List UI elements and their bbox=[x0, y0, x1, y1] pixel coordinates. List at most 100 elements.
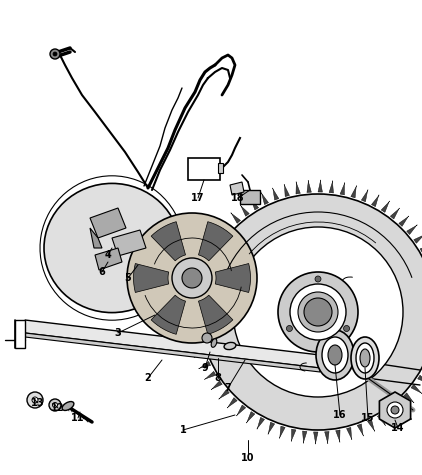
Circle shape bbox=[298, 292, 338, 332]
Text: 12: 12 bbox=[51, 403, 65, 413]
Polygon shape bbox=[201, 251, 213, 258]
Polygon shape bbox=[395, 401, 405, 411]
Circle shape bbox=[233, 227, 403, 397]
Polygon shape bbox=[361, 190, 368, 202]
Polygon shape bbox=[112, 230, 146, 256]
Polygon shape bbox=[151, 295, 186, 334]
Circle shape bbox=[27, 392, 43, 408]
Circle shape bbox=[202, 333, 212, 343]
Polygon shape bbox=[199, 361, 211, 369]
Polygon shape bbox=[90, 228, 102, 248]
Polygon shape bbox=[368, 419, 375, 431]
Polygon shape bbox=[187, 319, 198, 323]
Polygon shape bbox=[414, 234, 422, 243]
Polygon shape bbox=[250, 199, 259, 210]
Polygon shape bbox=[379, 392, 411, 428]
Circle shape bbox=[49, 399, 61, 411]
Polygon shape bbox=[15, 320, 25, 348]
Circle shape bbox=[391, 406, 399, 414]
Polygon shape bbox=[151, 222, 186, 261]
Ellipse shape bbox=[356, 343, 374, 373]
Polygon shape bbox=[219, 390, 229, 399]
Circle shape bbox=[172, 258, 212, 298]
Polygon shape bbox=[25, 333, 320, 372]
Polygon shape bbox=[303, 431, 307, 443]
Circle shape bbox=[53, 52, 57, 56]
Polygon shape bbox=[381, 201, 390, 212]
Polygon shape bbox=[192, 273, 204, 279]
Polygon shape bbox=[403, 393, 414, 403]
Polygon shape bbox=[194, 351, 206, 358]
Circle shape bbox=[315, 276, 321, 282]
Circle shape bbox=[290, 284, 346, 340]
Ellipse shape bbox=[62, 401, 74, 410]
Polygon shape bbox=[257, 418, 265, 429]
Text: 6: 6 bbox=[99, 267, 106, 277]
Polygon shape bbox=[387, 408, 396, 419]
Polygon shape bbox=[196, 262, 208, 269]
Polygon shape bbox=[261, 193, 268, 205]
Polygon shape bbox=[296, 182, 300, 194]
Circle shape bbox=[52, 402, 57, 408]
Polygon shape bbox=[188, 330, 200, 334]
Polygon shape bbox=[268, 422, 275, 434]
Polygon shape bbox=[407, 225, 417, 235]
Text: 4: 4 bbox=[105, 250, 111, 260]
Ellipse shape bbox=[44, 183, 180, 313]
Polygon shape bbox=[230, 182, 244, 195]
Polygon shape bbox=[25, 320, 320, 368]
Text: 3: 3 bbox=[115, 328, 122, 338]
Text: 13: 13 bbox=[31, 398, 45, 408]
Text: 15: 15 bbox=[361, 413, 375, 423]
Polygon shape bbox=[371, 195, 379, 207]
Text: 7: 7 bbox=[225, 383, 231, 393]
Circle shape bbox=[278, 272, 358, 352]
Polygon shape bbox=[307, 180, 311, 192]
Polygon shape bbox=[186, 308, 198, 312]
Polygon shape bbox=[227, 398, 237, 408]
Polygon shape bbox=[133, 264, 169, 293]
Circle shape bbox=[304, 298, 332, 326]
Circle shape bbox=[344, 325, 349, 332]
Polygon shape bbox=[346, 428, 352, 440]
Polygon shape bbox=[377, 414, 386, 426]
Polygon shape bbox=[204, 371, 216, 380]
Polygon shape bbox=[236, 405, 246, 416]
Polygon shape bbox=[214, 230, 225, 240]
Polygon shape bbox=[399, 216, 409, 227]
Polygon shape bbox=[318, 180, 322, 192]
Text: 17: 17 bbox=[191, 193, 205, 203]
Text: 9: 9 bbox=[202, 363, 208, 373]
Circle shape bbox=[32, 397, 38, 403]
Polygon shape bbox=[246, 412, 255, 423]
Text: 1: 1 bbox=[180, 425, 187, 435]
Text: 14: 14 bbox=[391, 423, 405, 433]
Polygon shape bbox=[420, 245, 422, 253]
Polygon shape bbox=[273, 188, 279, 200]
Text: 5: 5 bbox=[124, 273, 131, 283]
Polygon shape bbox=[189, 285, 201, 290]
Polygon shape bbox=[418, 375, 422, 384]
Polygon shape bbox=[314, 432, 318, 444]
Polygon shape bbox=[222, 221, 233, 231]
Text: 2: 2 bbox=[145, 373, 151, 383]
Ellipse shape bbox=[360, 349, 370, 367]
Polygon shape bbox=[279, 426, 285, 438]
Circle shape bbox=[182, 268, 202, 288]
Polygon shape bbox=[187, 296, 199, 301]
Circle shape bbox=[287, 325, 292, 332]
Ellipse shape bbox=[224, 342, 236, 350]
Text: 10: 10 bbox=[241, 453, 255, 463]
Text: 8: 8 bbox=[214, 373, 222, 383]
Polygon shape bbox=[90, 208, 126, 238]
Ellipse shape bbox=[351, 337, 379, 379]
Polygon shape bbox=[211, 381, 222, 390]
Polygon shape bbox=[411, 384, 422, 394]
Text: 16: 16 bbox=[333, 410, 347, 420]
Bar bbox=[188, 158, 220, 180]
Circle shape bbox=[387, 402, 403, 418]
Polygon shape bbox=[390, 208, 400, 219]
Polygon shape bbox=[325, 431, 329, 444]
Ellipse shape bbox=[211, 339, 217, 347]
Ellipse shape bbox=[322, 337, 348, 373]
